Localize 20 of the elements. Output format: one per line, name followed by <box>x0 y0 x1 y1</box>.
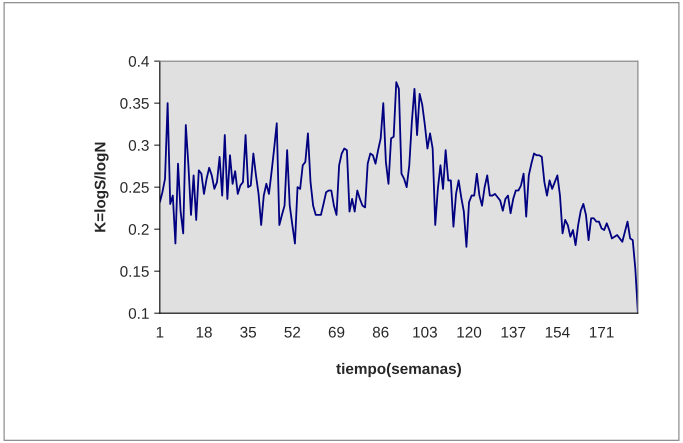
x-tick-label: 120 <box>457 326 482 338</box>
y-tick-label: 0.4 <box>128 56 149 67</box>
y-tick-label: 0.35 <box>120 98 149 109</box>
x-axis-title: tiempo(semanas) <box>336 362 461 378</box>
x-tick-label: 35 <box>240 326 256 338</box>
x-tick-label: 103 <box>413 326 437 338</box>
x-tick-label: 52 <box>284 326 300 338</box>
x-tick-label: 154 <box>546 326 570 338</box>
y-tick-label: 0.3 <box>128 140 149 151</box>
x-tick-label: 86 <box>372 326 389 338</box>
y-tick-label: 0.2 <box>128 224 149 235</box>
x-tick-label: 69 <box>328 326 344 338</box>
x-tick-label: 137 <box>502 326 526 338</box>
y-tick-label: 0.15 <box>120 266 149 277</box>
y-axis-title: K=logS/logN <box>94 142 109 232</box>
x-tick-label: 171 <box>590 326 614 338</box>
y-tick-label: 0.25 <box>120 182 149 193</box>
x-tick-label: 1 <box>156 326 164 338</box>
x-tick-label: 18 <box>196 326 212 338</box>
y-tick-label: 0.1 <box>128 308 149 319</box>
